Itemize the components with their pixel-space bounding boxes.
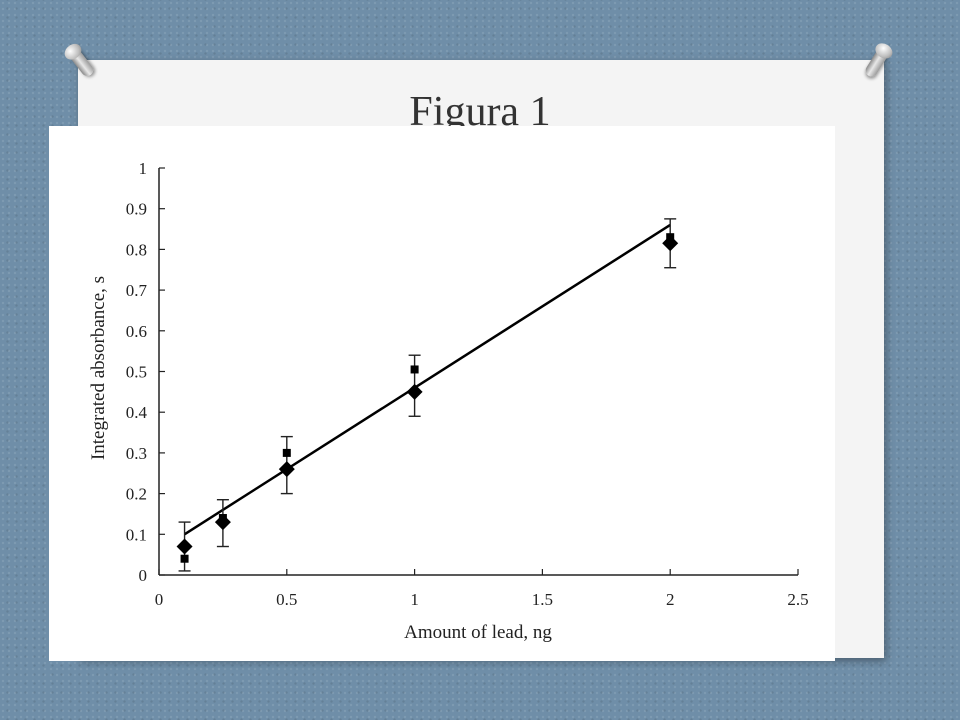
diamond-point (214, 514, 231, 531)
diamond-point (406, 383, 423, 400)
x-tick-label: 1 (410, 590, 419, 609)
y-tick-label: 0.7 (126, 281, 148, 300)
square-point (282, 448, 291, 457)
y-tick-label: 1 (139, 159, 148, 178)
y-tick-label: 0.6 (126, 322, 147, 341)
diamond-point (176, 538, 193, 555)
error-bars (178, 218, 677, 572)
chart-axes (158, 168, 798, 576)
y-tick-label: 0.8 (126, 240, 147, 259)
x-axis-label: Amount of lead, ng (404, 622, 552, 643)
fit-line-group (183, 223, 671, 536)
x-tick-label: 0 (155, 590, 164, 609)
chart-ticks: 0 0.1 0.2 0.3 0.4 0.5 0.6 0.7 0.8 0.9 1 0 0.5 1 1.5 2 2.… (126, 159, 809, 609)
y-tick-label: 0 (139, 566, 148, 585)
diamond-point (278, 461, 295, 478)
y-axis-label: Integrated absorbance, s (88, 276, 109, 460)
x-tick-label: 1.5 (532, 590, 553, 609)
y-tick-label: 0.9 (126, 200, 147, 219)
x-tick-label: 0.5 (276, 590, 297, 609)
y-tick-label: 0.2 (126, 485, 147, 504)
x-tick-label: 2.5 (787, 590, 808, 609)
chart-panel: 0 0.1 0.2 0.3 0.4 0.5 0.6 0.7 0.8 0.9 1 0 0.5 1 1.5 2 2.… (49, 126, 835, 661)
data-markers (176, 233, 679, 563)
fit-line (183, 223, 671, 536)
scatter-chart: 0 0.1 0.2 0.3 0.4 0.5 0.6 0.7 0.8 0.9 1 0 0.5 1 1.5 2 2.… (88, 159, 809, 643)
square-point (180, 554, 189, 563)
y-tick-label: 0.3 (126, 444, 147, 463)
y-tick-label: 0.4 (126, 403, 148, 422)
y-tick-label: 0.5 (126, 363, 147, 382)
square-point (410, 365, 419, 374)
x-tick-label: 2 (666, 590, 675, 609)
y-tick-label: 0.1 (126, 525, 147, 544)
diamond-point (662, 235, 679, 252)
